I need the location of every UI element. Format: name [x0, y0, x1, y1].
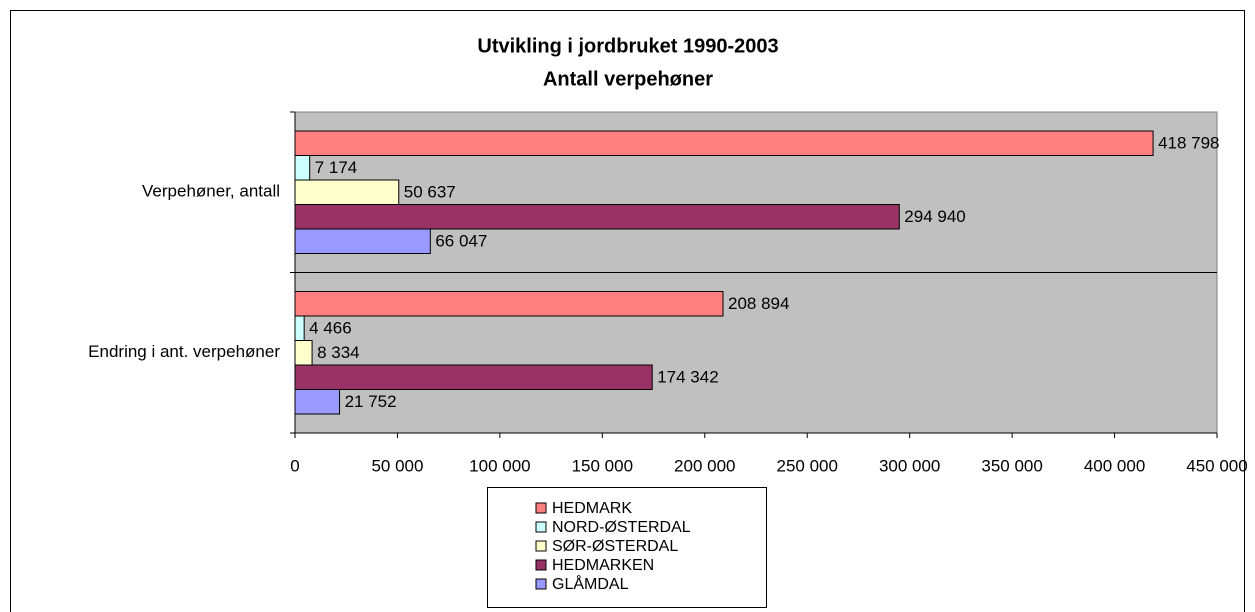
x-tick-label: 150 000: [572, 456, 633, 475]
bar: [294, 340, 313, 366]
value-label: 294 940: [904, 207, 965, 226]
x-tick-label: 250 000: [776, 456, 837, 475]
value-label: 8 334: [317, 343, 360, 362]
chart-subtitle: Antall verpehøner: [543, 68, 713, 90]
x-tick-label: 350 000: [981, 456, 1042, 475]
legend-swatch: [535, 578, 547, 590]
legend-label: SØR-ØSTERDAL: [552, 538, 678, 555]
bar: [294, 364, 653, 390]
bar: [294, 204, 900, 230]
value-label: 7 174: [315, 158, 358, 177]
x-tick-label: 0: [290, 456, 299, 475]
x-tick-label: 300 000: [879, 456, 940, 475]
value-label: 418 798: [1158, 134, 1219, 153]
value-label: 50 637: [404, 183, 456, 202]
x-tick-label: 200 000: [674, 456, 735, 475]
bar: [294, 315, 305, 341]
value-label: 4 466: [309, 319, 352, 338]
x-tick-label: 100 000: [469, 456, 530, 475]
legend-label: HEDMARK: [552, 500, 632, 517]
legend-label: NORD-ØSTERDAL: [552, 519, 691, 536]
x-tick-label: 400 000: [1084, 456, 1145, 475]
value-label: 208 894: [728, 294, 789, 313]
y-tick-label: Endring i ant. verpehøner: [88, 342, 280, 361]
bar: [294, 179, 400, 205]
legend-label: GLÅMDAL: [552, 574, 629, 593]
legend-swatch: [535, 559, 547, 571]
bar: [294, 228, 431, 254]
bar: [294, 291, 724, 317]
y-tick-label: Verpehøner, antall: [142, 182, 280, 201]
bar: [294, 130, 1154, 156]
legend-label: HEDMARKEN: [552, 557, 654, 574]
x-tick-label: 50 000: [371, 456, 423, 475]
chart-title: Utvikling i jordbruket 1990-2003: [477, 35, 778, 57]
legend-swatch: [535, 540, 547, 552]
x-tick-label: 450 000: [1186, 456, 1247, 475]
legend-swatch: [535, 521, 547, 533]
legend-swatch: [535, 502, 547, 514]
bar: [294, 155, 311, 181]
value-label: 66 047: [435, 232, 487, 251]
legend-box: [487, 487, 767, 608]
value-label: 174 342: [657, 368, 718, 387]
value-label: 21 752: [345, 392, 397, 411]
bar: [294, 389, 341, 415]
